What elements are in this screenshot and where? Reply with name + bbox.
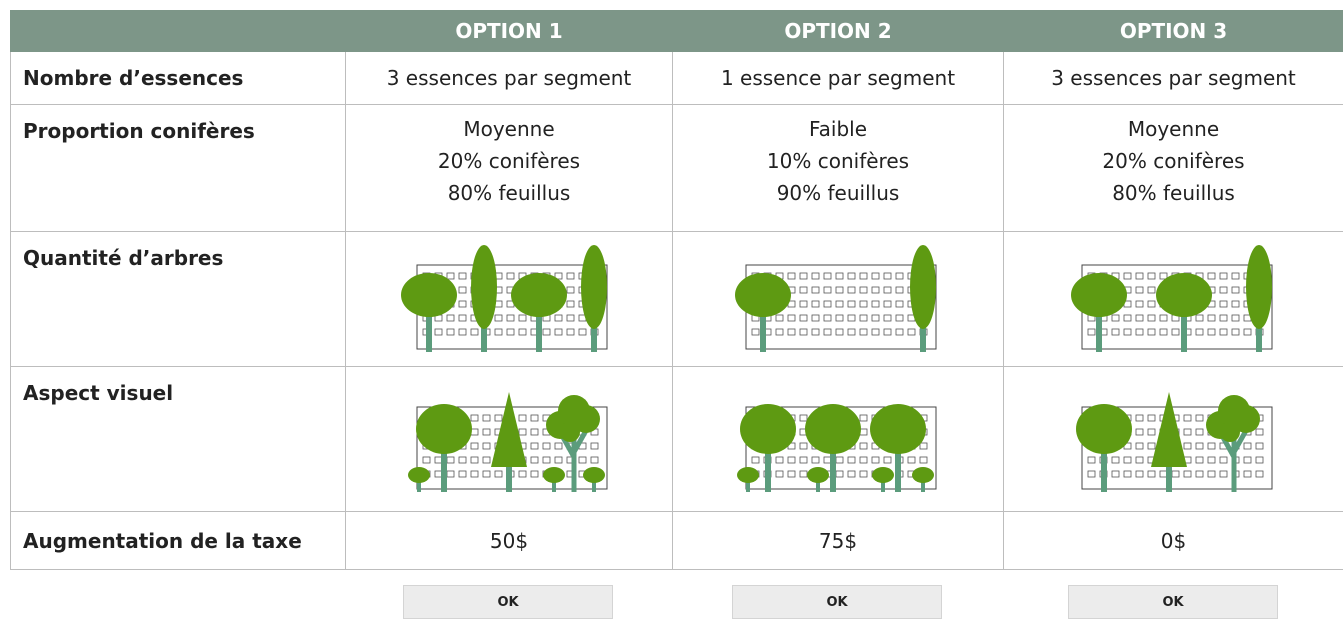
cell: [673, 232, 1004, 367]
cell: 3 essences par segment: [346, 52, 673, 105]
header-blank: [11, 11, 346, 52]
crown: [581, 245, 607, 329]
tree-illustration: [399, 377, 619, 497]
row-label: Augmentation de la taxe: [11, 512, 346, 570]
crown: [583, 467, 605, 483]
row: Aspect visuel: [11, 367, 1343, 512]
crown: [910, 245, 936, 329]
cell: 3 essences par segment: [1004, 52, 1343, 105]
row: Quantité d’arbres: [11, 232, 1343, 367]
cell: [346, 367, 673, 512]
cell: [673, 367, 1004, 512]
cell: 1 essence par segment: [673, 52, 1004, 105]
row-label: Aspect visuel: [11, 367, 346, 512]
crown: [471, 245, 497, 329]
tree-illustration: [728, 237, 948, 357]
ok-button[interactable]: OK: [1068, 585, 1278, 619]
cell-line: 10% conifères: [673, 145, 1003, 177]
tree-illustration: [1064, 237, 1284, 357]
crown: [912, 467, 934, 483]
crown: [1246, 245, 1272, 329]
crown: [1156, 273, 1212, 317]
row-label: Quantité d’arbres: [11, 232, 346, 367]
cell: [1004, 367, 1343, 512]
crown: [558, 395, 590, 427]
row: Augmentation de la taxe 50$ 75$ 0$: [11, 512, 1343, 570]
crown: [408, 467, 430, 483]
row: Nombre d’essences 3 essences par segment…: [11, 52, 1343, 105]
cell-line: Faible: [673, 113, 1003, 145]
header-cell: OPTION 2: [673, 11, 1004, 52]
crown: [560, 422, 580, 442]
crown: [805, 404, 861, 454]
cell-line: 20% conifères: [1004, 145, 1343, 177]
cell-line: Moyenne: [346, 113, 672, 145]
cell-line: 20% conifères: [346, 145, 672, 177]
cell: 75$: [673, 512, 1004, 570]
crown: [872, 467, 894, 483]
ok-button[interactable]: OK: [732, 585, 942, 619]
header-row: OPTION 1 OPTION 2 OPTION 3: [11, 11, 1343, 52]
row-label: Proportion conifères: [11, 105, 346, 232]
tree-illustration: [399, 237, 619, 357]
crown: [1218, 395, 1250, 427]
tree-illustration: [1064, 377, 1284, 497]
tree-illustration: [728, 377, 948, 497]
cell: 0$: [1004, 512, 1343, 570]
crown: [1220, 422, 1240, 442]
crown: [1071, 273, 1127, 317]
row-label: Nombre d’essences: [11, 52, 346, 105]
crown: [807, 467, 829, 483]
header-cell: OPTION 3: [1004, 11, 1343, 52]
choice-table: OPTION 1 OPTION 2 OPTION 3 Nombre d’esse…: [10, 10, 1343, 570]
page: OPTION 1 OPTION 2 OPTION 3 Nombre d’esse…: [0, 0, 1343, 618]
crown: [740, 404, 796, 454]
crown: [401, 273, 457, 317]
cell: [1004, 232, 1343, 367]
cell-line: 90% feuillus: [673, 177, 1003, 209]
cell: 50$: [346, 512, 673, 570]
crown: [511, 273, 567, 317]
crown: [737, 467, 759, 483]
crown: [416, 404, 472, 454]
crown: [870, 404, 926, 454]
header-cell: OPTION 1: [346, 11, 673, 52]
crown: [1076, 404, 1132, 454]
cell: [346, 232, 673, 367]
ok-button[interactable]: OK: [403, 585, 613, 619]
crown: [735, 273, 791, 317]
crown: [543, 467, 565, 483]
cell-line: 80% feuillus: [346, 177, 672, 209]
cell-line: 80% feuillus: [1004, 177, 1343, 209]
cell-line: Moyenne: [1004, 113, 1343, 145]
